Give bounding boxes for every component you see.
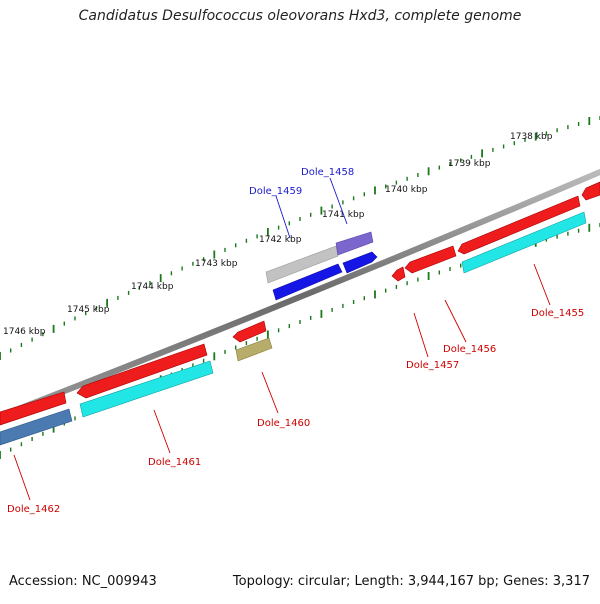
gene-feature-dole-1457[interactable] xyxy=(391,266,406,282)
gene-feature-dole-1459[interactable] xyxy=(265,245,339,284)
label-dole-1462[interactable]: Dole_1462 xyxy=(7,504,60,515)
scale-label-1740: 1740 kbp xyxy=(385,185,428,195)
scale-label-1744: 1744 kbp xyxy=(131,282,174,292)
gene-feature-dole-1456[interactable] xyxy=(404,245,457,274)
gene-feature-dole-1462[interactable] xyxy=(0,391,67,426)
gene-feature-dole-1461[interactable] xyxy=(76,343,208,399)
scale-label-1745: 1745 kbp xyxy=(67,305,110,315)
cds-feature-dole-1455[interactable] xyxy=(461,211,587,274)
scale-label-1738: 1738 kbp xyxy=(510,132,553,142)
gene-feature-dole-1460[interactable] xyxy=(232,320,267,343)
gene-feature-dole-1458[interactable] xyxy=(335,231,374,256)
label-dole-1459[interactable]: Dole_1459 xyxy=(249,186,302,197)
leader-dole-1462 xyxy=(13,454,31,501)
scale-label-1742: 1742 kbp xyxy=(259,235,302,245)
map-title: Candidatus Desulfococcus oleovorans Hxd3… xyxy=(78,8,522,24)
cds-feature-dole-1459[interactable] xyxy=(272,263,343,301)
scale-label-1743: 1743 kbp xyxy=(195,259,238,269)
label-dole-1461[interactable]: Dole_1461 xyxy=(148,457,201,468)
leader-dole-1455 xyxy=(533,263,551,306)
label-dole-1455[interactable]: Dole_1455 xyxy=(531,308,584,319)
scale-label-1746: 1746 kbp xyxy=(3,327,46,337)
label-dole-1457[interactable]: Dole_1457 xyxy=(406,360,459,371)
scale-label-1739: 1739 kbp xyxy=(448,159,491,169)
leader-dole-1456 xyxy=(444,299,467,343)
leader-dole-1461 xyxy=(153,409,171,454)
leader-dole-1459 xyxy=(275,195,291,239)
leader-dole-1458 xyxy=(329,177,348,225)
leader-dole-1460 xyxy=(261,371,279,414)
label-dole-1460[interactable]: Dole_1460 xyxy=(257,418,310,429)
leader-dole-1457 xyxy=(413,312,429,358)
accession-text: Accession: NC_009943 xyxy=(9,574,157,589)
cds-feature-dole-1461[interactable] xyxy=(79,360,214,418)
cds-feature-dole-1460[interactable] xyxy=(235,337,273,362)
cds-feature-dole-1458[interactable] xyxy=(342,251,378,274)
outer-scale-ticks xyxy=(0,116,600,360)
gene-feature-edge-right[interactable] xyxy=(581,181,600,201)
cds-feature-dole-1462[interactable] xyxy=(0,408,73,446)
label-dole-1458[interactable]: Dole_1458 xyxy=(301,167,354,178)
label-dole-1456[interactable]: Dole_1456 xyxy=(443,344,496,355)
gene-feature-dole-1455[interactable] xyxy=(457,195,581,255)
genome-backbone xyxy=(0,169,600,420)
genome-summary-text: Topology: circular; Length: 3,944,167 bp… xyxy=(232,574,590,589)
